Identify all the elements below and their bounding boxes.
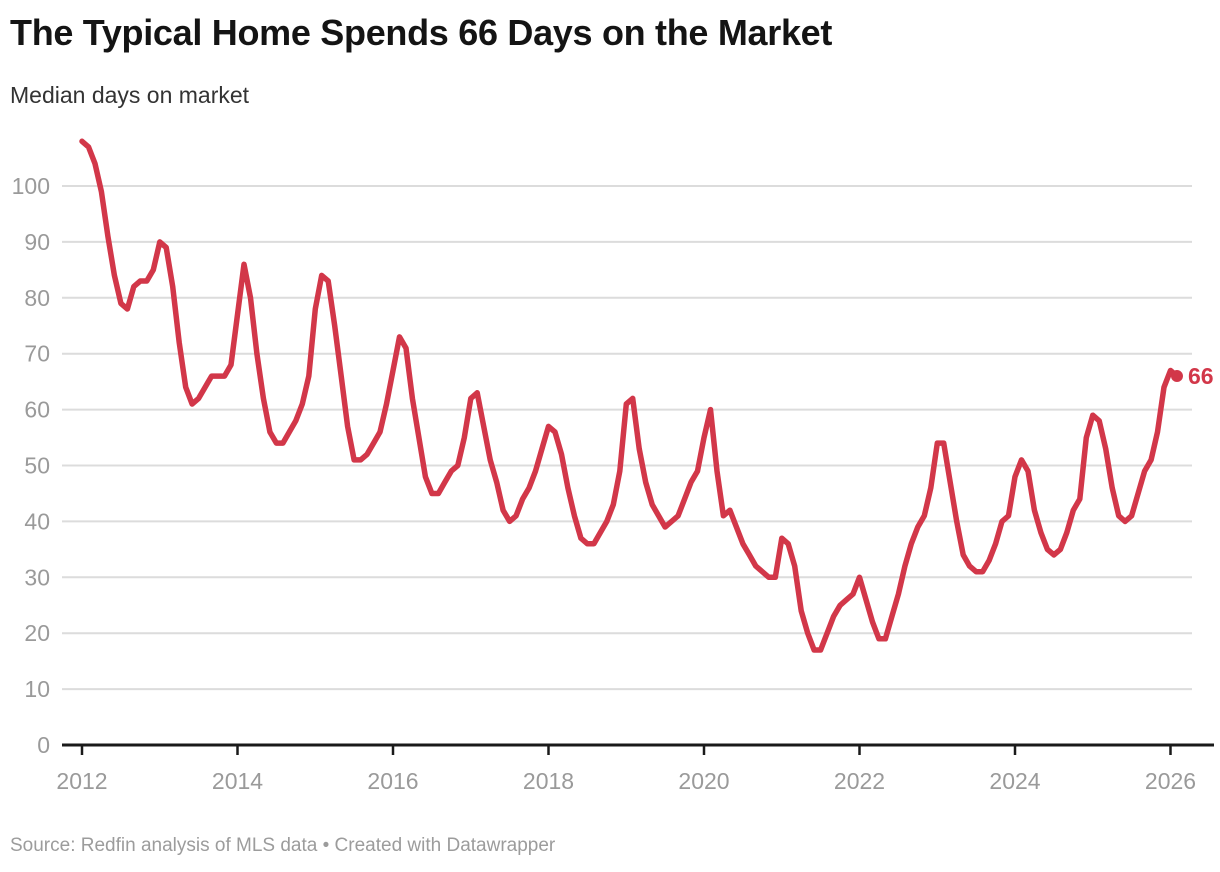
y-axis-tick-label: 50 [24, 453, 50, 479]
x-axis-tick-label: 2022 [834, 768, 885, 794]
x-axis-tick-label: 2016 [367, 768, 418, 794]
y-axis-tick-label: 10 [24, 676, 50, 702]
y-axis-tick-label: 80 [24, 285, 50, 311]
x-axis-tick-label: 2012 [56, 768, 107, 794]
series-end-dot [1170, 370, 1183, 383]
y-axis-tick-label: 20 [24, 620, 50, 646]
y-axis-tick-label: 70 [24, 341, 50, 367]
y-axis-tick-label: 40 [24, 508, 50, 534]
x-axis-tick-label: 2024 [989, 768, 1040, 794]
chart-title: The Typical Home Spends 66 Days on the M… [10, 12, 833, 53]
y-axis-tick-label: 0 [37, 732, 50, 758]
series-end-value-label: 66 [1188, 363, 1214, 389]
y-axis-tick-label: 90 [24, 229, 50, 255]
y-axis-tick-label: 30 [24, 564, 50, 590]
y-axis-tick-label: 60 [24, 397, 50, 423]
x-axis-tick-label: 2026 [1145, 768, 1196, 794]
x-axis-tick-label: 2018 [523, 768, 574, 794]
line-series-median-days [79, 138, 1180, 653]
x-axis-tick-label: 2020 [678, 768, 729, 794]
chart-subtitle: Median days on market [10, 82, 250, 108]
y-axis-tick-label: 100 [12, 173, 50, 199]
source-note: Source: Redfin analysis of MLS data • Cr… [10, 835, 556, 856]
x-axis-tick-label: 2014 [212, 768, 263, 794]
